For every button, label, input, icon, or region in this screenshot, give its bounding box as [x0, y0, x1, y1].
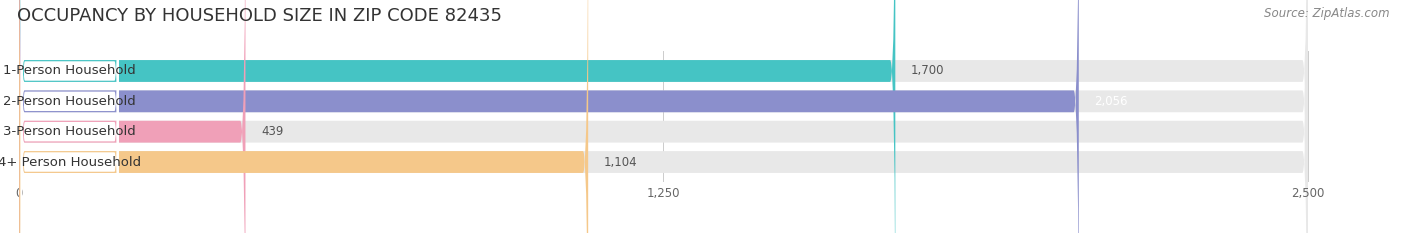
- Text: Source: ZipAtlas.com: Source: ZipAtlas.com: [1264, 7, 1389, 20]
- FancyBboxPatch shape: [20, 0, 1308, 233]
- FancyBboxPatch shape: [20, 0, 1308, 233]
- FancyBboxPatch shape: [20, 0, 896, 233]
- FancyBboxPatch shape: [21, 0, 118, 233]
- Text: OCCUPANCY BY HOUSEHOLD SIZE IN ZIP CODE 82435: OCCUPANCY BY HOUSEHOLD SIZE IN ZIP CODE …: [17, 7, 502, 25]
- FancyBboxPatch shape: [20, 0, 1308, 233]
- Text: 4+ Person Household: 4+ Person Household: [0, 155, 141, 168]
- Text: 3-Person Household: 3-Person Household: [3, 125, 136, 138]
- FancyBboxPatch shape: [20, 0, 588, 233]
- FancyBboxPatch shape: [21, 0, 118, 233]
- Text: 439: 439: [262, 125, 283, 138]
- Text: 1,104: 1,104: [603, 155, 637, 168]
- FancyBboxPatch shape: [20, 0, 1078, 233]
- FancyBboxPatch shape: [21, 0, 118, 233]
- Text: 1-Person Household: 1-Person Household: [3, 65, 136, 78]
- Text: 1,700: 1,700: [911, 65, 945, 78]
- Text: 2,056: 2,056: [1094, 95, 1128, 108]
- Text: 2-Person Household: 2-Person Household: [3, 95, 136, 108]
- FancyBboxPatch shape: [20, 0, 1308, 233]
- FancyBboxPatch shape: [21, 0, 118, 233]
- FancyBboxPatch shape: [20, 0, 246, 233]
